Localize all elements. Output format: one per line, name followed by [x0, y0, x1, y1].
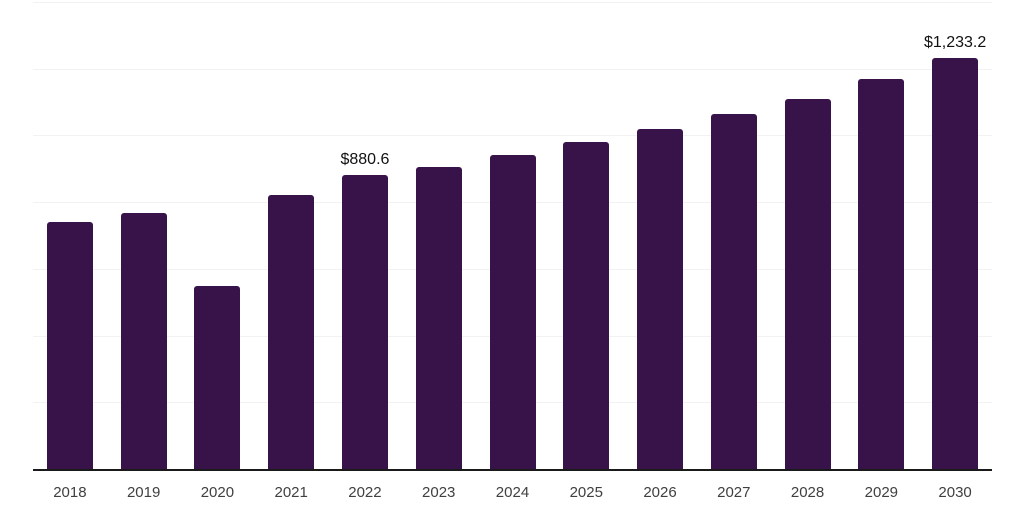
- data-label-2030: $1,233.2: [923, 33, 987, 51]
- x-axis-line: [33, 469, 992, 471]
- x-tick-label-2020: 2020: [200, 484, 235, 501]
- gridline-1200: [33, 68, 992, 70]
- bar-2026: [637, 129, 684, 469]
- bar-2028: [784, 98, 831, 469]
- bar-2023: [415, 166, 462, 469]
- bar-2019: [120, 213, 167, 469]
- bar-2024: [489, 155, 536, 469]
- gridline-1400: [33, 2, 992, 3]
- bar-2030: [932, 57, 979, 469]
- x-tick-label-2029: 2029: [864, 484, 899, 501]
- x-tick-label-2024: 2024: [495, 484, 530, 501]
- x-axis-labels: 2018 2019 2020 2021 2022 2023 2024 2025 2026 2027…: [33, 482, 992, 504]
- bar-2022: [341, 175, 388, 469]
- bar-2027: [710, 114, 757, 469]
- x-tick-label-2030: 2030: [938, 484, 972, 501]
- bar-2021: [268, 195, 315, 469]
- x-tick-label-2022: 2022: [348, 484, 382, 501]
- x-tick-label-2018: 2018: [53, 484, 87, 501]
- x-tick-label-2027: 2027: [717, 484, 751, 501]
- x-tick-label-2026: 2026: [643, 484, 677, 501]
- x-tick-label-2025: 2025: [569, 484, 603, 501]
- bar-2020: [194, 285, 241, 469]
- x-tick-label-2028: 2028: [790, 484, 825, 501]
- bar-2025: [563, 142, 610, 469]
- bar-2029: [858, 78, 905, 469]
- bar-2018: [46, 221, 93, 469]
- x-tick-label-2021: 2021: [274, 484, 308, 501]
- x-tick-label-2019: 2019: [126, 484, 161, 501]
- x-tick-label-2023: 2023: [422, 484, 456, 501]
- plot-area: $880.6 $1,233.2: [33, 2, 992, 469]
- gridline-1000: [33, 135, 992, 137]
- data-label-2022: $880.6: [340, 151, 390, 169]
